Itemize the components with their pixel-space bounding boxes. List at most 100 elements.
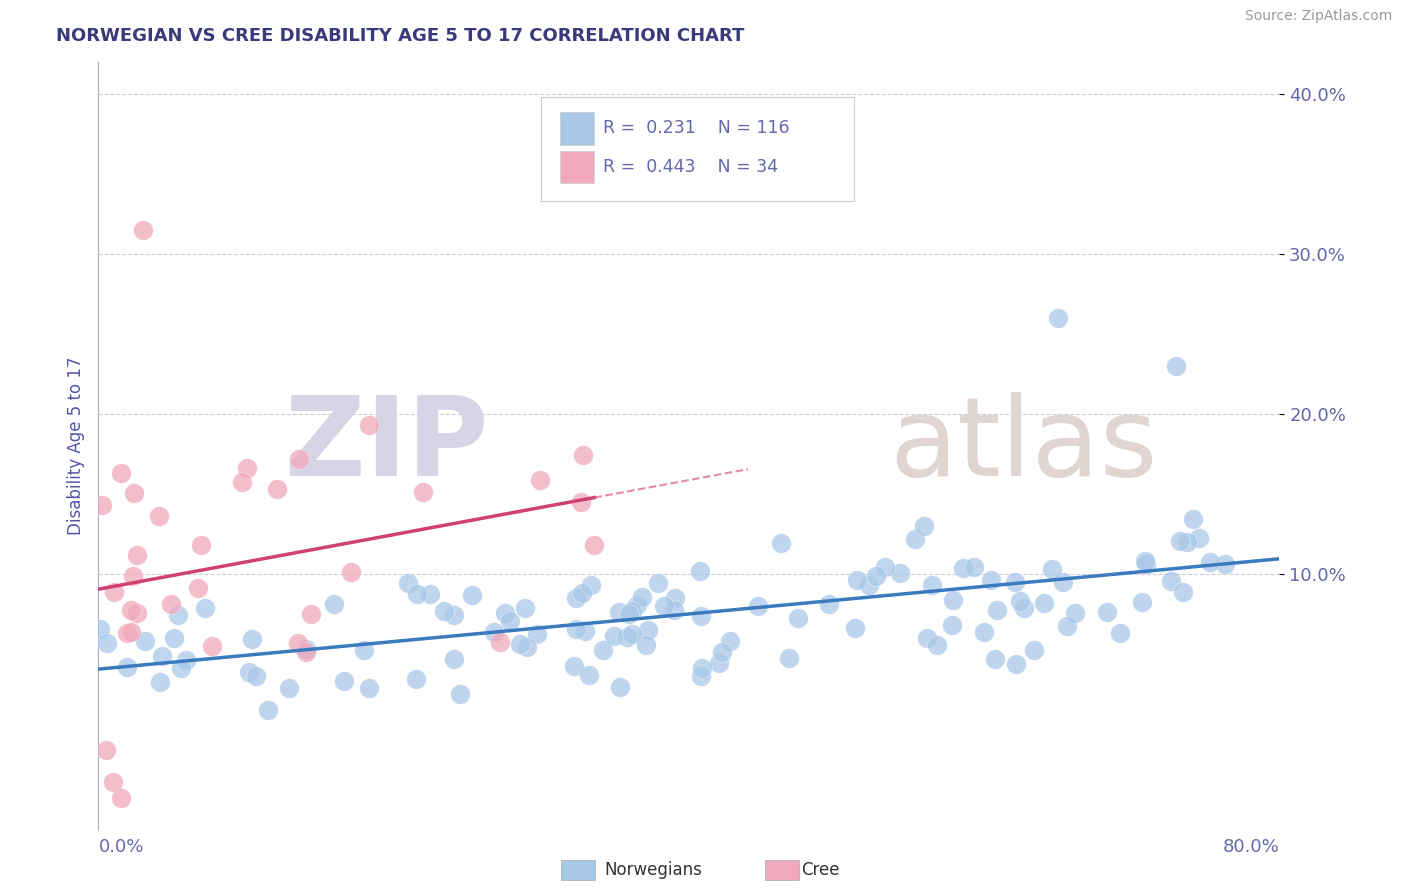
Point	[562, 658, 585, 673]
Point	[574, 624, 596, 638]
Point	[844, 621, 866, 635]
Point	[405, 673, 427, 687]
Point	[163, 631, 186, 645]
Point	[1064, 606, 1087, 620]
Point	[583, 538, 606, 552]
Point	[941, 618, 963, 632]
Point	[340, 565, 363, 579]
Point	[1033, 596, 1056, 610]
Point	[915, 631, 938, 645]
Point	[572, 448, 595, 462]
Point	[846, 574, 869, 588]
Point	[132, 223, 155, 237]
Text: R =  0.231    N = 116: R = 0.231 N = 116	[603, 120, 789, 137]
Point	[636, 639, 658, 653]
Point	[96, 635, 118, 649]
Point	[565, 622, 588, 636]
Point	[160, 598, 183, 612]
Point	[461, 588, 484, 602]
Point	[620, 626, 643, 640]
Point	[865, 569, 887, 583]
Point	[904, 532, 927, 546]
Point	[569, 494, 592, 508]
Point	[609, 681, 631, 695]
Point	[120, 603, 142, 617]
FancyBboxPatch shape	[560, 151, 595, 183]
Point	[449, 687, 471, 701]
Point	[396, 575, 419, 590]
Point	[110, 466, 132, 480]
Point	[482, 624, 505, 639]
Y-axis label: Disability Age 5 to 17: Disability Age 5 to 17	[66, 357, 84, 535]
Point	[689, 669, 711, 683]
Point	[1109, 626, 1132, 640]
Point	[443, 651, 465, 665]
Point	[626, 598, 648, 612]
Point	[925, 638, 948, 652]
Point	[986, 603, 1008, 617]
Point	[359, 681, 381, 696]
Point	[120, 625, 142, 640]
Point	[516, 640, 538, 654]
Point	[110, 790, 132, 805]
Point	[664, 591, 686, 605]
Point	[690, 661, 713, 675]
Point	[1168, 534, 1191, 549]
Point	[245, 669, 267, 683]
FancyBboxPatch shape	[560, 112, 595, 145]
Point	[488, 634, 510, 648]
Point	[89, 622, 111, 636]
Point	[592, 643, 614, 657]
Point	[419, 587, 441, 601]
Point	[973, 625, 995, 640]
Point	[1188, 531, 1211, 545]
Point	[201, 639, 224, 653]
Point	[980, 574, 1002, 588]
Point	[662, 602, 685, 616]
Point	[231, 475, 253, 489]
Point	[194, 601, 217, 615]
Point	[240, 632, 263, 646]
Text: R =  0.443    N = 34: R = 0.443 N = 34	[603, 158, 778, 176]
Point	[1004, 574, 1026, 589]
Point	[174, 653, 197, 667]
Point	[353, 642, 375, 657]
Point	[94, 742, 117, 756]
Text: Source: ZipAtlas.com: Source: ZipAtlas.com	[1244, 9, 1392, 23]
Point	[1024, 643, 1046, 657]
Point	[1135, 554, 1157, 568]
Point	[333, 673, 356, 688]
Point	[236, 461, 259, 475]
Point	[607, 606, 630, 620]
Point	[571, 586, 593, 600]
Point	[433, 604, 456, 618]
Point	[323, 597, 346, 611]
Point	[1095, 606, 1118, 620]
Point	[579, 578, 602, 592]
Point	[1012, 600, 1035, 615]
Point	[288, 452, 311, 467]
Text: NORWEGIAN VS CREE DISABILITY AGE 5 TO 17 CORRELATION CHART: NORWEGIAN VS CREE DISABILITY AGE 5 TO 17…	[56, 27, 745, 45]
Text: atlas: atlas	[890, 392, 1159, 500]
Point	[167, 608, 190, 623]
Point	[1130, 595, 1153, 609]
Point	[103, 584, 125, 599]
Point	[115, 660, 138, 674]
Point	[652, 599, 675, 613]
Point	[294, 645, 316, 659]
Point	[509, 637, 531, 651]
Point	[1181, 512, 1204, 526]
Point	[127, 548, 149, 562]
Point	[963, 560, 986, 574]
Point	[91, 498, 114, 512]
Point	[616, 630, 638, 644]
Point	[1166, 359, 1188, 373]
Point	[631, 590, 654, 604]
Point	[710, 645, 733, 659]
Point	[190, 538, 212, 552]
Point	[647, 575, 669, 590]
Point	[1135, 557, 1157, 571]
Point	[1213, 558, 1236, 572]
Point	[257, 702, 280, 716]
Point	[707, 656, 730, 670]
